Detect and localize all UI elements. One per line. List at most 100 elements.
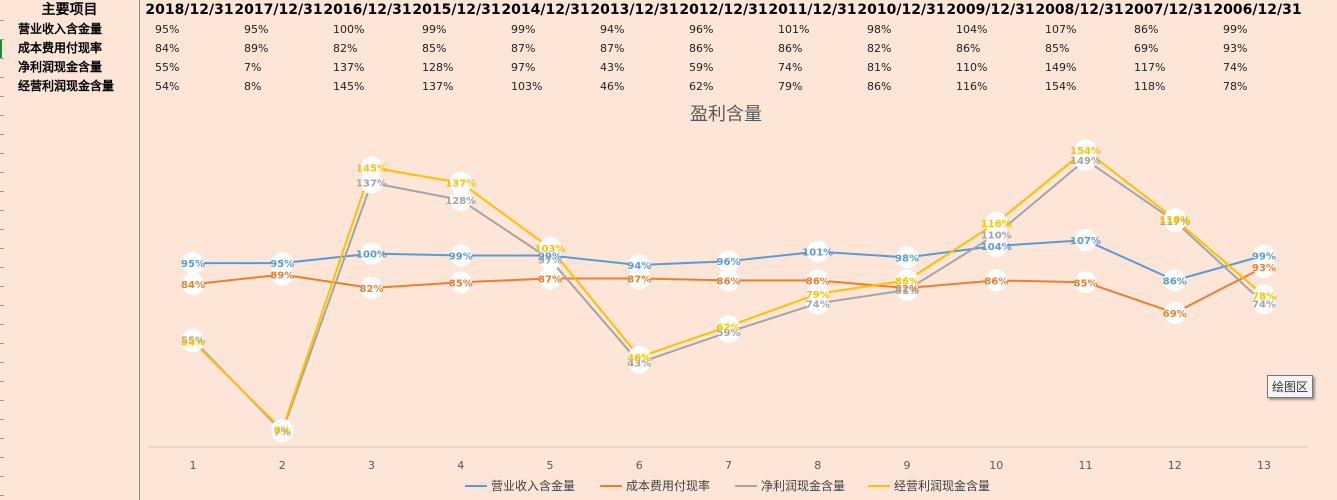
table-cell[interactable]: 145% bbox=[333, 80, 365, 93]
table-cell[interactable]: 85% bbox=[1045, 42, 1070, 55]
table-cell[interactable]: 103% bbox=[511, 80, 543, 93]
data-label: 96% bbox=[717, 257, 741, 268]
data-label: 55% bbox=[181, 336, 205, 347]
row-gridline bbox=[0, 362, 4, 363]
date-header[interactable]: 2018/12/31 bbox=[145, 2, 234, 18]
data-label: 101% bbox=[802, 248, 833, 259]
date-header[interactable]: 2011/12/31 bbox=[768, 2, 857, 18]
table-cell[interactable]: 93% bbox=[1223, 42, 1248, 55]
table-cell[interactable]: 98% bbox=[867, 23, 892, 36]
row-label[interactable]: 营业收入含金量 bbox=[18, 22, 103, 36]
table-cell[interactable]: 101% bbox=[778, 23, 810, 36]
data-label: 99% bbox=[449, 251, 473, 262]
table-cell[interactable]: 74% bbox=[1223, 61, 1248, 74]
row-gridline bbox=[0, 324, 4, 325]
row-gridline bbox=[0, 77, 4, 78]
date-header[interactable]: 2009/12/31 bbox=[946, 2, 1035, 18]
date-header[interactable]: 2010/12/31 bbox=[857, 2, 946, 18]
table-cell[interactable]: 149% bbox=[1045, 61, 1077, 74]
date-header[interactable]: 2017/12/31 bbox=[234, 2, 323, 18]
table-cell[interactable]: 55% bbox=[155, 61, 180, 74]
table-cell[interactable]: 128% bbox=[422, 61, 454, 74]
table-cell[interactable]: 86% bbox=[778, 42, 803, 55]
data-point bbox=[1253, 284, 1275, 307]
table-cell[interactable]: 99% bbox=[1223, 23, 1248, 36]
table-cell[interactable]: 110% bbox=[956, 61, 988, 74]
data-point bbox=[449, 244, 472, 267]
data-label: 94% bbox=[627, 261, 651, 272]
table-cell[interactable]: 87% bbox=[600, 42, 625, 55]
table-cell[interactable]: 99% bbox=[511, 23, 536, 36]
x-tick-label: 4 bbox=[457, 459, 464, 472]
data-point bbox=[1163, 208, 1186, 231]
row-label[interactable]: 净利润现金含量 bbox=[18, 60, 103, 74]
data-label: 87% bbox=[627, 274, 651, 285]
table-cell[interactable]: 99% bbox=[422, 23, 447, 36]
row-label[interactable]: 成本费用付现率 bbox=[18, 41, 103, 55]
table-cell[interactable]: 7% bbox=[244, 61, 262, 74]
table-cell[interactable]: 96% bbox=[689, 23, 714, 36]
data-label: 95% bbox=[181, 259, 205, 270]
legend-label: 成本费用付现率 bbox=[626, 478, 710, 493]
table-cell[interactable]: 137% bbox=[333, 61, 365, 74]
date-header[interactable]: 2016/12/31 bbox=[323, 2, 412, 18]
date-header[interactable]: 2013/12/31 bbox=[590, 2, 679, 18]
table-cell[interactable]: 95% bbox=[244, 23, 269, 36]
table-cell[interactable]: 82% bbox=[333, 42, 358, 55]
table-cell[interactable]: 69% bbox=[1134, 42, 1159, 55]
table-cell[interactable]: 74% bbox=[778, 61, 803, 74]
date-header[interactable]: 2007/12/31 bbox=[1124, 2, 1213, 18]
row-gridline bbox=[0, 96, 4, 97]
table-cell[interactable]: 54% bbox=[155, 80, 180, 93]
table-cell[interactable]: 82% bbox=[867, 42, 892, 55]
table-cell[interactable]: 104% bbox=[956, 23, 988, 36]
data-point bbox=[360, 242, 383, 265]
date-header[interactable]: 2014/12/31 bbox=[501, 2, 590, 18]
row-gridline bbox=[0, 115, 4, 116]
table-cell[interactable]: 46% bbox=[600, 80, 625, 93]
table-cell[interactable]: 86% bbox=[956, 42, 981, 55]
x-tick-label: 7 bbox=[725, 459, 732, 472]
table-cell[interactable]: 62% bbox=[689, 80, 714, 93]
table-cell[interactable]: 43% bbox=[600, 61, 625, 74]
table-cell[interactable]: 87% bbox=[511, 42, 536, 55]
data-label: 46% bbox=[627, 353, 651, 364]
legend-item: 成本费用付现率 bbox=[600, 478, 710, 493]
date-header[interactable]: 2015/12/31 bbox=[412, 2, 501, 18]
table-cell[interactable]: 89% bbox=[244, 42, 269, 55]
table-cell[interactable]: 8% bbox=[244, 80, 262, 93]
table-cell[interactable]: 59% bbox=[689, 61, 714, 74]
row-gridline bbox=[0, 229, 4, 230]
table-cell[interactable]: 97% bbox=[511, 61, 536, 74]
data-label: 107% bbox=[1070, 236, 1101, 247]
data-point bbox=[717, 269, 740, 292]
data-label: 74% bbox=[806, 299, 830, 310]
row-gridline bbox=[0, 400, 4, 401]
table-cell[interactable]: 137% bbox=[422, 80, 454, 93]
table-cell[interactable]: 117% bbox=[1134, 61, 1166, 74]
table-cell[interactable]: 84% bbox=[155, 42, 180, 55]
table-cell[interactable]: 107% bbox=[1045, 23, 1077, 36]
table-cell[interactable]: 154% bbox=[1045, 80, 1077, 93]
table-cell[interactable]: 95% bbox=[155, 23, 180, 36]
table-cell[interactable]: 86% bbox=[689, 42, 714, 55]
table-cell[interactable]: 81% bbox=[867, 61, 892, 74]
table-cell[interactable]: 118% bbox=[1134, 80, 1166, 93]
row-label[interactable]: 经营利润现金含量 bbox=[18, 79, 115, 93]
data-point bbox=[896, 269, 918, 292]
table-cell[interactable]: 86% bbox=[1134, 23, 1159, 36]
data-point bbox=[896, 246, 918, 269]
table-cell[interactable]: 100% bbox=[333, 23, 365, 36]
table-cell[interactable]: 94% bbox=[600, 23, 625, 36]
table-cell[interactable]: 78% bbox=[1223, 80, 1248, 93]
table-cell[interactable]: 79% bbox=[778, 80, 803, 93]
table-cell[interactable]: 85% bbox=[422, 42, 447, 55]
date-header[interactable]: 2012/12/31 bbox=[679, 2, 768, 18]
date-header[interactable]: 2008/12/31 bbox=[1035, 2, 1124, 18]
table-cell[interactable]: 86% bbox=[867, 80, 892, 93]
table-cell[interactable]: 116% bbox=[956, 80, 988, 93]
chart-title: 盈利含量 bbox=[690, 104, 762, 125]
date-header[interactable]: 2006/12/31 bbox=[1213, 2, 1302, 18]
corner-header[interactable]: 主要项目 bbox=[41, 2, 98, 18]
